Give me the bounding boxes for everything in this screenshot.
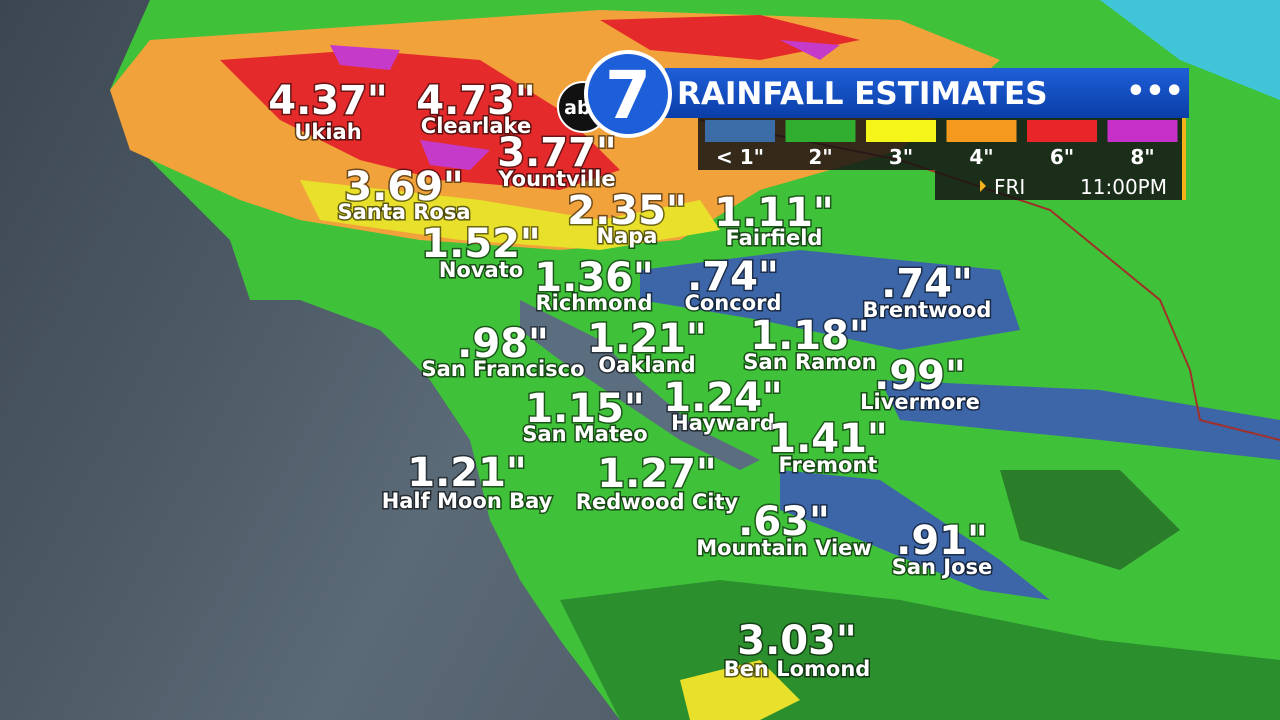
logo: abc 7 bbox=[557, 50, 672, 138]
rain-zone-light bbox=[1100, 0, 1280, 100]
rain-zone-dark bbox=[1000, 470, 1180, 570]
legend-swatch bbox=[946, 120, 1017, 142]
legend-label: 2" bbox=[808, 145, 832, 169]
legend-swatch bbox=[1027, 120, 1097, 142]
rain-amount: 1.15" bbox=[525, 386, 645, 432]
legend-items: < 1" 2" 3" 4" 6" 8" bbox=[705, 120, 1178, 169]
title: RAINFALL ESTIMATES bbox=[677, 76, 1048, 112]
rain-zone-blue bbox=[780, 470, 1050, 600]
city-name: Half Moon Bay bbox=[382, 489, 553, 513]
rain-zone-6in bbox=[600, 15, 860, 60]
legend-swatch bbox=[1107, 120, 1178, 142]
channel: 7 bbox=[605, 57, 651, 134]
legend-swatch bbox=[866, 120, 936, 142]
rain-amount: .99" bbox=[874, 353, 966, 399]
city-name: San Ramon bbox=[743, 350, 876, 374]
rain-zone-6in bbox=[220, 50, 620, 190]
city-name: Fairfield bbox=[726, 226, 823, 250]
channel-logo bbox=[584, 50, 672, 138]
legend-swatch bbox=[705, 120, 775, 142]
title-bar bbox=[665, 68, 1189, 118]
city-name: Yountville bbox=[497, 167, 615, 191]
rain-zone-8in bbox=[330, 40, 840, 170]
city-name: Novato bbox=[439, 258, 523, 282]
city-name: San Francisco bbox=[421, 357, 584, 381]
rain-amount: 1.21" bbox=[587, 316, 707, 362]
legend-label: 6" bbox=[1050, 145, 1074, 169]
city-name: Richmond bbox=[535, 291, 652, 315]
rain-zone-3in bbox=[300, 180, 720, 250]
rain-zone-3in bbox=[680, 660, 800, 720]
city-name: Mountain View bbox=[696, 536, 872, 560]
play-arrow bbox=[980, 180, 986, 192]
rain-amount: 1.41" bbox=[768, 416, 888, 462]
legend-label: 8" bbox=[1130, 145, 1154, 169]
legend-label: 4" bbox=[969, 145, 993, 169]
menu-dots: ••• bbox=[1126, 74, 1184, 109]
city-name: Clearlake bbox=[421, 114, 531, 138]
rain-amount: .63" bbox=[738, 499, 830, 545]
day: FRI bbox=[994, 175, 1025, 199]
legend-box bbox=[698, 118, 1186, 170]
legend-label: < 1" bbox=[716, 145, 764, 169]
rain-amount: 4.37" bbox=[268, 78, 388, 124]
city-name: Concord bbox=[684, 291, 781, 315]
city-name: Fremont bbox=[779, 453, 878, 477]
legend-label: 3" bbox=[889, 145, 913, 169]
rain-amount: 1.27" bbox=[597, 451, 717, 497]
rain-amount: 2.35" bbox=[567, 188, 687, 234]
city-name: Redwood City bbox=[576, 490, 739, 514]
city-name: Santa Rosa bbox=[337, 200, 470, 224]
rain-amount: 3.69" bbox=[344, 164, 464, 210]
rain-amount: .91" bbox=[896, 518, 988, 564]
time-box bbox=[935, 170, 1186, 200]
rain-amount: 3.03" bbox=[737, 618, 857, 664]
rain-amount: 3.77" bbox=[497, 130, 617, 176]
rain-amount: 1.24" bbox=[663, 375, 783, 421]
legend-panel: RAINFALL ESTIMATES ••• < 1" 2" 3" 4" 6" 8" FR… bbox=[665, 68, 1189, 200]
rain-amount: 4.73" bbox=[416, 78, 536, 124]
rain-zone-blue bbox=[640, 250, 1020, 350]
rain-amount: 1.11" bbox=[714, 190, 834, 236]
rain-amount: 1.52" bbox=[421, 221, 541, 267]
rain-amount: 1.21" bbox=[407, 450, 527, 496]
city-name: Hayward bbox=[671, 411, 775, 435]
clock: 11:00PM bbox=[1080, 175, 1167, 199]
accent bbox=[1182, 118, 1186, 200]
rain-amount: .74" bbox=[687, 254, 779, 300]
city-name: Ben Lomond bbox=[724, 657, 871, 681]
rain-amount: 1.18" bbox=[750, 313, 870, 359]
city-name: Napa bbox=[597, 224, 658, 248]
city-name: Livermore bbox=[860, 390, 980, 414]
city-name: Brentwood bbox=[863, 298, 992, 322]
city-name: San Mateo bbox=[522, 422, 647, 446]
rain-amount: 1.36" bbox=[534, 255, 654, 301]
city-name: Ukiah bbox=[294, 120, 361, 144]
rain-amount: .74" bbox=[881, 261, 973, 307]
city-name: Oakland bbox=[598, 353, 695, 377]
legend-swatch bbox=[785, 120, 856, 142]
rain-amount: .98" bbox=[457, 321, 549, 367]
rain-zone-blue bbox=[880, 380, 1280, 460]
city-name: San Jose bbox=[892, 555, 993, 579]
bay bbox=[520, 300, 760, 470]
